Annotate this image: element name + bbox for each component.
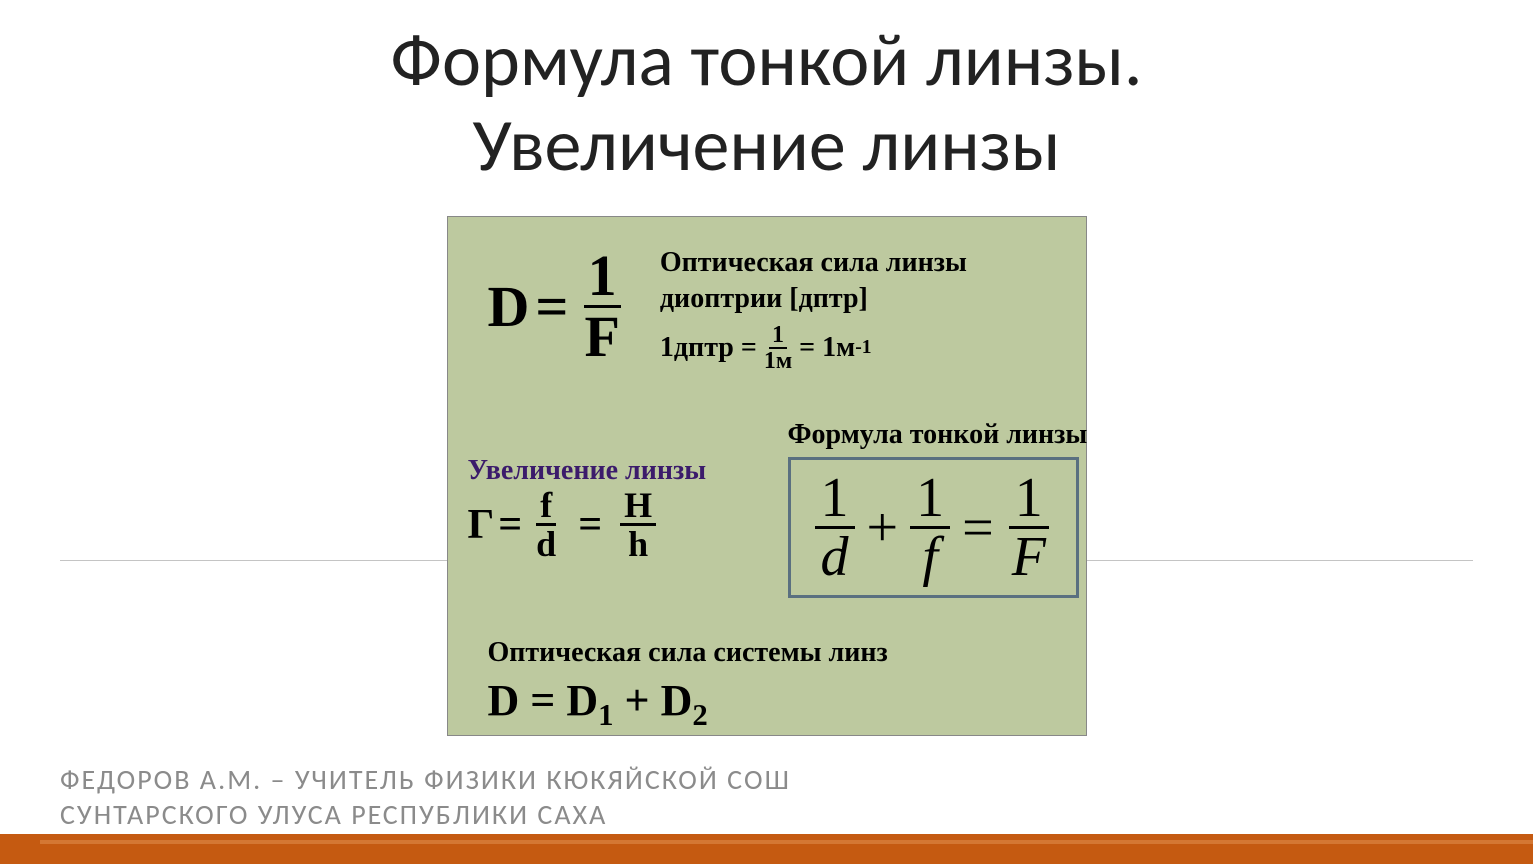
author-line-2: СУНТАРСКОГО УЛУСА РЕСПУБЛИКИ САХА <box>60 797 791 832</box>
unit-den: 1м <box>761 349 795 373</box>
author-credit: ФЕДОРОВ А.М. – УЧИТЕЛЬ ФИЗИКИ КЮКЯЙСКОЙ … <box>60 762 791 832</box>
system-header: Оптическая сила системы линз <box>488 637 888 669</box>
unit-right: = 1м <box>799 332 855 364</box>
thin-lens-formula-box: 1 d + 1 f = 1 F <box>788 457 1079 598</box>
slide-title: Формула тонкой линзы. Увеличение линзы <box>0 0 1533 188</box>
magnification-header: Увеличение линзы <box>468 455 707 487</box>
d2: f <box>916 529 944 585</box>
frac-f-d: f d <box>532 487 560 562</box>
unit-fraction: 1 1м <box>761 323 795 373</box>
formula-content: D = 1 F Оптическая сила линзы диоптрии [… <box>448 217 1086 735</box>
denominator: F <box>580 308 623 366</box>
den-d: d <box>532 526 560 562</box>
var-D: D <box>488 273 530 340</box>
optical-power-header: Оптическая сила линзы <box>660 247 967 279</box>
bottom-accent-inner <box>40 840 1533 844</box>
sub2: 2 <box>692 698 707 732</box>
unit-sup: -1 <box>855 337 871 359</box>
d-equals-formula: D = 1 F <box>488 247 630 366</box>
fraction-1-F: 1 F <box>580 247 623 366</box>
numerator: 1 <box>584 247 621 308</box>
system-row: Оптическая сила системы линз D = D1 + D2 <box>488 637 888 733</box>
thin-lens-header: Формула тонкой линзы <box>788 419 1088 451</box>
den-h: h <box>624 526 652 562</box>
equals: = <box>535 273 568 340</box>
n3: 1 <box>1009 470 1049 529</box>
eq2: = <box>578 501 602 549</box>
formula-panel: D = 1 F Оптическая сила линзы диоптрии [… <box>447 216 1087 736</box>
frac-1-f: 1 f <box>910 470 950 585</box>
bottom-accent-bar <box>0 834 1533 864</box>
sys-eq-left: D = D <box>488 676 599 725</box>
magnification-formula: Г = f d = H h <box>468 487 663 562</box>
unit-num: 1 <box>769 323 787 349</box>
plus: + <box>867 496 899 560</box>
slide: Формула тонкой линзы. Увеличение линзы D… <box>0 0 1533 864</box>
system-formula: D = D1 + D2 <box>488 675 888 733</box>
d3: F <box>1006 529 1052 585</box>
eq: = <box>962 496 994 560</box>
gamma: Г <box>468 501 495 549</box>
author-line-1: ФЕДОРОВ А.М. – УЧИТЕЛЬ ФИЗИКИ КЮКЯЙСКОЙ … <box>60 762 791 797</box>
optical-power-row: D = 1 F Оптическая сила линзы диоптрии [… <box>488 247 967 373</box>
frac-1-d: 1 d <box>815 470 855 585</box>
dioptrii-unit-equation: 1дптр = 1 1м = 1м-1 <box>660 323 872 373</box>
d1: d <box>815 529 855 585</box>
frac-1-F: 1 F <box>1006 470 1052 585</box>
sub1: 1 <box>598 698 613 732</box>
num-f: f <box>536 487 556 526</box>
sys-plus: + D <box>614 676 693 725</box>
num-H: H <box>620 487 656 526</box>
optical-power-labels: Оптическая сила линзы диоптрии [дптр] 1д… <box>660 247 967 373</box>
title-line-2: Увеличение линзы <box>0 103 1533 188</box>
title-line-1: Формула тонкой линзы. <box>0 18 1533 103</box>
n2: 1 <box>910 470 950 529</box>
n1: 1 <box>815 470 855 529</box>
unit-left: 1дптр = <box>660 332 757 364</box>
frac-H-h: H h <box>620 487 656 562</box>
eq1: = <box>498 501 522 549</box>
dioptrii-label: диоптрии [дптр] <box>660 283 868 315</box>
